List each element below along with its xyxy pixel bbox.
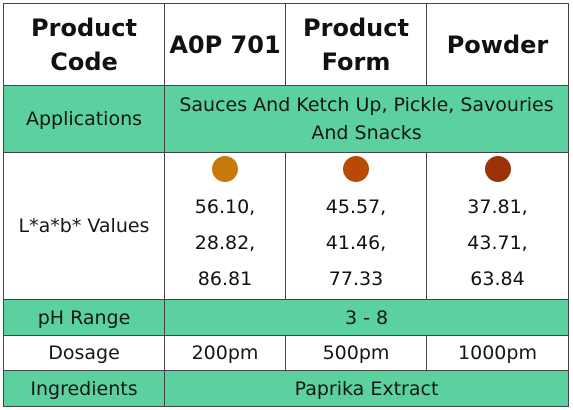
ph-range-value: 3 - 8: [164, 299, 569, 336]
lab-b-value: 77.33: [328, 267, 384, 290]
lab-a-value: 41.46,: [325, 231, 387, 254]
applications-row: Applications Sauces And Ketch Up, Pickle…: [3, 85, 569, 153]
color-swatch-1: [212, 155, 238, 182]
product-code-value: A0P 701: [164, 3, 286, 86]
dosage-label: Dosage: [3, 335, 165, 371]
product-form-label: Product Form: [285, 3, 427, 86]
lab-value-2: 45.57, 41.46, 77.33: [286, 189, 426, 297]
dosage-value-1: 200pm: [164, 335, 286, 371]
lab-l-value: 37.81,: [467, 195, 528, 218]
product-code-label: Product Code: [3, 3, 165, 86]
product-spec-table: Product Code A0P 701 Product Form Powder…: [3, 3, 569, 407]
dosage-value-2: 500pm: [285, 335, 427, 371]
lab-b-value: 63.84: [470, 267, 525, 290]
ph-range-label: pH Range: [3, 299, 165, 336]
lab-b-value: 86.81: [197, 267, 253, 290]
lab-values-label: L*a*b* Values: [3, 152, 165, 300]
ingredients-label: Ingredients: [3, 370, 165, 407]
lab-a-value: 43.71,: [467, 231, 528, 254]
lab-l-value: 45.57,: [325, 195, 387, 218]
dosage-row: Dosage 200pm 500pm 1000pm: [3, 335, 569, 371]
lab-value-1: 56.10, 28.82, 86.81: [165, 189, 285, 297]
header-row: Product Code A0P 701 Product Form Powder: [3, 3, 569, 86]
lab-value-cell-2: 45.57, 41.46, 77.33: [285, 152, 427, 300]
lab-a-value: 28.82,: [194, 231, 256, 254]
product-form-value: Powder: [426, 3, 569, 86]
lab-value-cell-1: 56.10, 28.82, 86.81: [164, 152, 286, 300]
color-swatch-2: [343, 155, 369, 182]
ph-range-row: pH Range 3 - 8: [3, 299, 569, 336]
ingredients-row: Ingredients Paprika Extract: [3, 370, 569, 407]
lab-value-3: 37.81, 43.71, 63.84: [427, 189, 568, 297]
lab-values-row: L*a*b* Values 56.10, 28.82, 86.81 45.57,…: [3, 152, 569, 300]
color-swatch-3: [484, 155, 511, 182]
applications-label: Applications: [3, 85, 165, 153]
applications-value: Sauces And Ketch Up, Pickle, Savouries A…: [164, 85, 569, 153]
dosage-value-3: 1000pm: [426, 335, 569, 371]
lab-l-value: 56.10,: [194, 195, 256, 218]
lab-value-cell-3: 37.81, 43.71, 63.84: [426, 152, 569, 300]
ingredients-value: Paprika Extract: [164, 370, 569, 407]
